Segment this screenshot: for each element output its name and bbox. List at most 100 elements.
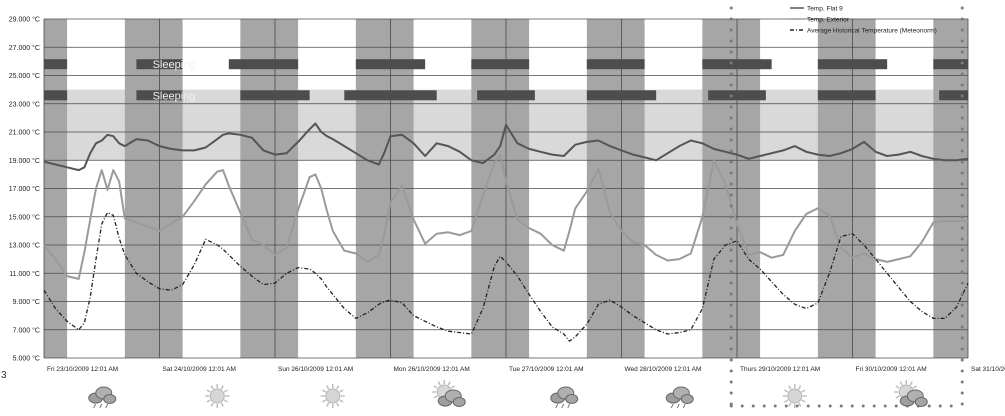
sleeping-bar-1-4 [477, 90, 535, 101]
sun-ray [801, 389, 806, 393]
legend: Temp. Flat 9 Temp. Exterior Average Histor… [790, 5, 937, 34]
rain-drop [670, 403, 674, 409]
sleeping-bar-0-1 [136, 59, 183, 70]
sun-ray [321, 389, 327, 393]
sleeping-bar-0-3 [355, 59, 426, 70]
sun-icon [320, 384, 345, 408]
sun-ray [895, 395, 900, 399]
series-lines [43, 122, 969, 342]
y-tick-label-0: 5.000 °C [13, 355, 40, 363]
series-line-2 [43, 211, 969, 342]
sun-ray [899, 381, 903, 386]
cloud-rain-icon [665, 386, 694, 409]
sun-cloud-icon [894, 380, 928, 407]
x-tick-label-1: Sat 24/10/2009 12:01 AM [163, 366, 236, 373]
sun-ray [437, 381, 441, 386]
x-tick-label-4: Tue 27/10/2009 12:01 AM [509, 366, 584, 373]
rain-drop [682, 403, 686, 409]
sun-ray [895, 385, 900, 389]
sun-ray [433, 385, 438, 389]
sleeping-bar-1-6 [708, 90, 766, 101]
rain-drop [105, 403, 109, 409]
sun-disc [787, 388, 803, 404]
sun-ray [788, 402, 792, 407]
y-tick-label-5: 15.000 °C [9, 213, 40, 221]
sun-ray [788, 385, 792, 390]
sun-ray [326, 385, 330, 390]
grid-lines [43, 18, 969, 359]
series-line-1 [43, 153, 968, 280]
sun-ray [210, 402, 214, 407]
sun-ray [339, 389, 344, 393]
sun-ray [450, 385, 456, 389]
sleeping-bar-1-2 [240, 90, 310, 101]
rain-drop [567, 403, 571, 409]
sleeping-bar-1-1 [136, 90, 183, 101]
legend-label-1: Temp. Exterior [807, 16, 850, 23]
y-tick-label-10: 25.000 °C [9, 72, 40, 80]
sleeping-bar-1-8 [939, 90, 968, 101]
cloud-puff [452, 397, 466, 407]
sleeping-bar-0-8 [933, 59, 968, 70]
sun-ray [909, 381, 913, 386]
y-tick-label-7: 19.000 °C [9, 157, 40, 165]
sun-ray [912, 385, 918, 389]
y-tick-label-6: 17.000 °C [9, 185, 40, 193]
sleeping-bar-1-7 [817, 90, 876, 101]
sleeping-bar-0-7 [817, 59, 888, 70]
rain-drop [93, 403, 97, 409]
sleeping-bar-0-0 [44, 59, 68, 70]
x-axis: Fri 23/10/2009 12:01 AM Sat 24/10/2009 12… [47, 366, 1005, 373]
sun-disc [325, 388, 341, 404]
sun-cloud-icon [432, 380, 466, 407]
y-tick-label-8: 21.000 °C [9, 129, 40, 137]
series-line-0 [43, 122, 969, 172]
sun-ray [206, 389, 211, 393]
x-tick-label-7: Fri 30/10/2009 12:01 AM [856, 366, 927, 373]
sun-ray [206, 399, 211, 403]
cloud-rain-icon [88, 386, 117, 409]
sun-ray [447, 381, 451, 386]
rain-drop [555, 403, 559, 409]
sleeping-bar-1-0 [44, 90, 68, 101]
sun-ray [321, 399, 327, 403]
highlight-box [729, 6, 964, 408]
sleeping-bar-0-4 [471, 59, 530, 70]
sun-ray [798, 402, 802, 407]
rain-drop [676, 403, 680, 409]
rain-drop [99, 403, 103, 409]
sleeping-label-0: Sleeping [153, 59, 196, 71]
sun-ray [783, 399, 789, 403]
sun-ray [783, 389, 789, 393]
sun-icon [782, 384, 807, 408]
y-tick-label-9: 23.000 °C [9, 100, 40, 108]
x-tick-label-0: Fri 23/10/2009 12:01 AM [47, 366, 118, 373]
sun-ray [336, 402, 340, 407]
sun-disc [209, 388, 225, 404]
sleeping-bar-0-2 [228, 59, 299, 70]
corner-label: 3 [1, 370, 7, 381]
cloud-puff [565, 394, 579, 404]
sun-ray [801, 399, 806, 403]
sun-ray [223, 399, 229, 403]
cloud-rain-icon [550, 386, 579, 409]
x-tick-label-5: Wed 28/10/2009 12:01 AM [625, 366, 702, 373]
sun-ray [210, 385, 214, 390]
legend-label-0: Temp. Flat 9 [807, 5, 843, 12]
y-axis: 5.000 °C 7.000 °C 9.000 °C 11.000 °C 13.000 … [9, 16, 40, 363]
sleeping-bar-0-6 [702, 59, 772, 70]
sleeping-periods: Sleeping Sleeping [44, 59, 968, 102]
sun-ray [220, 402, 224, 407]
cloud-puff [680, 394, 694, 404]
sleeping-bar-0-5 [586, 59, 645, 70]
sun-ray [220, 385, 224, 390]
sun-ray [223, 389, 229, 393]
y-tick-label-12: 29.000 °C [9, 16, 40, 24]
legend-label-2: Average Historical Temperature (Meteonor… [807, 27, 937, 34]
rain-drop [561, 403, 565, 409]
weather-icons [88, 380, 928, 409]
y-tick-label-1: 7.000 °C [13, 326, 40, 334]
y-tick-label-11: 27.000 °C [9, 44, 40, 52]
sleeping-label-1: Sleeping [153, 90, 196, 102]
